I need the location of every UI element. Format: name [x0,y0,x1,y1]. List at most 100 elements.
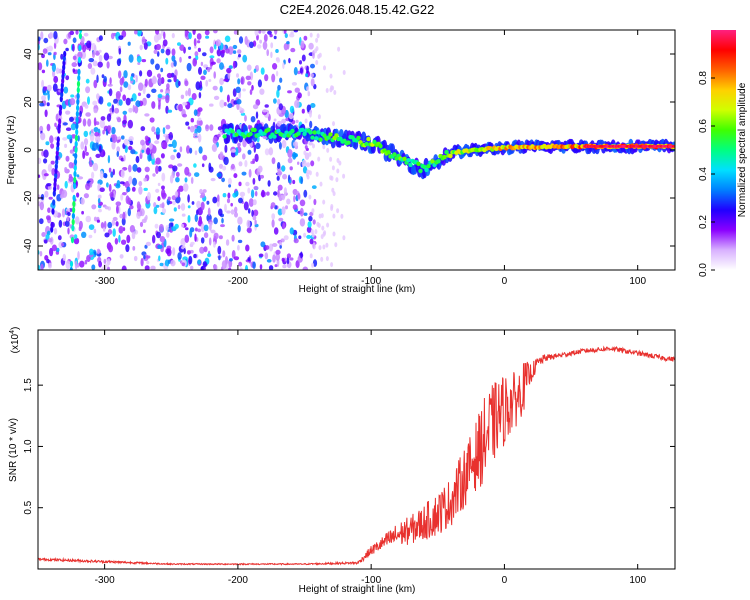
heatmap-noise-cell [123,154,126,162]
heatmap-noise-cell [109,77,112,85]
heatmap-noise-cell [259,264,263,270]
heatmap-streak-cell [79,30,83,34]
heatmap-streak-cell [72,206,76,214]
heatmap-noise-cell [53,75,59,84]
heatmap-noise-cell [174,191,179,198]
heatmap-noise-cell [259,88,265,95]
heatmap-noise-cell [121,135,125,140]
heatmap-noise-cell [158,76,162,86]
heatmap-ridge-cell [314,136,319,141]
heatmap-noise-cell [87,96,90,105]
heatmap-noise-cell [53,51,57,56]
heatmap-noise-cell [205,79,209,87]
heatmap-noise-cell [226,198,231,204]
heatmap-noise-cell [212,196,218,204]
heatmap-noise-cell [162,39,168,47]
heatmap-noise-cell [49,247,54,257]
heatmap-noise-cell [280,194,286,199]
heatmap-noise-cell [65,75,70,81]
heatmap-noise-cell [239,106,242,112]
heatmap-noise-cell [122,211,126,220]
heatmap-noise-cell [112,228,116,237]
heatmap-noise-cell [287,149,293,158]
heatmap-streak-cell [77,68,81,76]
heatmap-noise-cell [239,267,243,270]
heatmap-noise-cell [180,94,185,100]
heatmap-noise-cell [120,193,124,201]
heatmap-noise-cell [46,102,50,107]
heatmap-noise-cell [266,49,270,57]
heatmap-noise-cell [111,219,116,226]
heatmap-noise-cell [159,262,164,267]
heatmap-noise-cell [127,197,132,205]
heatmap-streak-cell [72,194,76,202]
heatmap-noise-cell [194,172,200,178]
heatmap-noise-cell [42,92,48,96]
heatmap-noise-cell [213,241,216,248]
heatmap-noise-cell [186,250,191,255]
snr-panel: -300 -200 -100 0 100 0.5 1.0 1.5 Height of str… [8,327,676,595]
heatmap-noise-cell [289,33,295,38]
heatmap-noise-cell [187,194,190,203]
heatmap-faint-cell [308,170,312,176]
heatmap-ridge-cell [302,131,307,136]
heatmap-noise-cell [166,231,170,238]
heatmap-noise-cell [210,229,216,234]
heatmap-noise-cell [85,183,91,191]
heatmap-noise-cell [72,55,77,60]
heatmap-noise-cell [200,61,204,66]
heatmap-noise-cell [122,110,128,115]
heatmap-noise-cell [195,227,198,232]
heatmap-noise-cell [98,145,102,154]
heatmap-noise-cell [227,192,231,199]
heatmap-noise-cell [240,76,245,85]
heatmap-noise-cell [282,264,287,269]
heatmap-noise-cell [213,95,220,100]
heatmap-streak-cell [76,80,81,88]
heatmap-noise-cell [62,137,68,141]
heatmap-noise-cell [160,153,165,159]
x-tick-label: -300 [95,276,115,287]
heatmap-noise-cell [106,113,112,122]
heatmap-noise-cell [89,156,92,164]
heatmap-noise-cell [125,244,130,253]
heatmap-noise-cell [144,265,150,270]
heatmap-noise-cell [299,60,302,65]
heatmap-noise-cell [260,241,266,248]
heatmap-noise-cell [273,35,277,40]
heatmap-noise-cell [208,237,212,246]
heatmap-noise-cell [72,37,77,43]
heatmap-noise-cell [135,155,140,164]
colorbar-tick-label: 0.4 [698,167,709,181]
heatmap-noise-cell [144,113,150,117]
heatmap-faint-cell [332,231,336,237]
heatmap-faint-cell [311,262,315,268]
heatmap-ridge-cell [346,140,351,145]
heatmap-faint-cell [308,151,312,157]
heatmap-noise-cell [310,160,315,167]
heatmap-faint-cell [320,256,324,262]
heatmap-noise-cell [282,62,285,69]
heatmap-noise-cell [171,32,175,39]
heatmap-noise-cell [121,30,127,38]
heatmap-noise-cell [130,149,136,155]
heatmap-noise-cell [139,70,143,77]
heatmap-noise-cell [267,30,272,35]
heatmap-noise-cell [301,108,305,114]
heatmap-noise-cell [46,59,49,67]
heatmap-noise-cell [238,161,243,167]
heatmap-noise-cell [163,31,166,40]
heatmap-noise-cell [179,44,185,51]
heatmap-ridge-cell [222,134,227,139]
heatmap-noise-cell [51,244,58,252]
heatmap-noise-cell [219,99,225,108]
heatmap-noise-cell [113,190,116,199]
heatmap-noise-cell [145,255,151,259]
heatmap-noise-cell [76,192,80,198]
heatmap-noise-cell [197,133,202,143]
heatmap-noise-cell [41,95,47,101]
heatmap-noise-cell [53,227,58,235]
heatmap-noise-cell [135,74,138,83]
heatmap-noise-cell [183,248,186,255]
heatmap-noise-cell [223,102,227,107]
